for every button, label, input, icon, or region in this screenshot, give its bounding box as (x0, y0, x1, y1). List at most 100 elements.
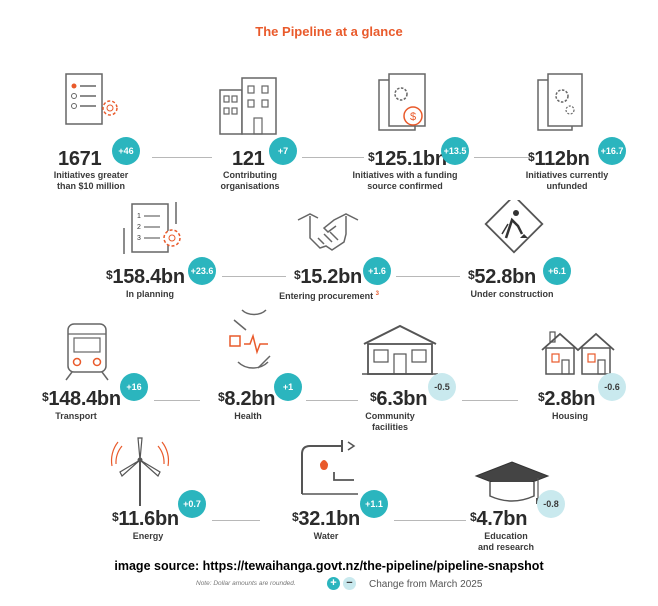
procurement-value: $15.2bn (294, 266, 362, 289)
train-icon (65, 323, 109, 381)
unfunded-label: Initiatives currently unfunded (525, 170, 609, 191)
transport-label: Transport (55, 411, 97, 421)
planning-change-badge: +23.6 (188, 257, 216, 285)
procurement-change-badge: +1.6 (363, 257, 391, 285)
education-label: Education and research (477, 531, 535, 552)
construction-sign-icon (484, 200, 544, 254)
currency-symbol: $ (368, 150, 375, 164)
construction-change-badge: +6.1 (543, 257, 571, 285)
rounding-note: Note: Dollar amounts are rounded. (196, 580, 296, 587)
page-title: The Pipeline at a glance (255, 24, 403, 39)
initiatives-change-badge: +46 (112, 137, 140, 165)
connector-line (154, 400, 200, 401)
education-amount: 4.7bn (476, 508, 528, 530)
legend-label: Change from March 2025 (369, 579, 483, 590)
currency-symbol: $ (528, 150, 535, 164)
footnote-marker: 3 (375, 291, 379, 297)
handshake-icon (297, 213, 359, 251)
housing-label: Housing (552, 411, 588, 421)
education-change-badge: -0.8 (537, 490, 565, 518)
svg-text:$: $ (410, 111, 416, 123)
currency-symbol: $ (218, 390, 225, 404)
svg-text:1: 1 (137, 213, 141, 220)
connector-line (212, 520, 260, 521)
health-change-badge: +1 (274, 373, 302, 401)
graduation-cap-icon (474, 461, 550, 504)
health-hands-icon (229, 309, 271, 369)
planning-value: $158.4bn (106, 266, 185, 289)
currency-symbol: $ (470, 510, 477, 524)
transport-amount: 148.4bn (48, 388, 121, 410)
building-icon (219, 77, 277, 135)
transport-value: $148.4bn (42, 388, 121, 411)
procurement-label-text: Entering procurement (279, 291, 374, 301)
health-amount: 8.2bn (224, 388, 276, 410)
connector-line (474, 157, 530, 158)
construction-label: Under construction (470, 289, 554, 299)
water-value: $32.1bn (292, 508, 360, 531)
currency-symbol: $ (42, 390, 49, 404)
checklist-gear-icon: 1 2 3 (123, 202, 181, 254)
currency-symbol: $ (294, 268, 301, 282)
education-value: $4.7bn (470, 508, 527, 531)
health-label: Health (234, 411, 262, 421)
procurement-label: Entering procurement 3 (264, 289, 394, 302)
construction-amount: 52.8bn (474, 266, 536, 288)
water-change-badge: +1.1 (360, 490, 388, 518)
wind-turbine-icon (110, 437, 170, 506)
currency-symbol: $ (112, 510, 119, 524)
legend-minus-icon: − (343, 577, 356, 590)
currency-symbol: $ (370, 390, 377, 404)
procurement-amount: 15.2bn (300, 266, 362, 288)
funded-value: $125.1bn (368, 148, 447, 171)
housing-amount: 2.8bn (544, 388, 596, 410)
community-label: Community facilities (365, 411, 415, 432)
housing-value: $2.8bn (538, 388, 595, 411)
image-source-caption: image source: https://tewaihanga.govt.nz… (114, 559, 544, 573)
energy-label: Energy (132, 531, 164, 541)
unfunded-value: $112bn (528, 148, 590, 171)
organisations-value: 121 (232, 148, 265, 170)
organisations-change-badge: +7 (269, 137, 297, 165)
water-amount: 32.1bn (298, 508, 360, 530)
document-gear-icon (65, 73, 118, 125)
svg-text:3: 3 (137, 235, 141, 242)
connector-line (306, 400, 358, 401)
energy-value: $11.6bn (112, 508, 179, 531)
connector-line (394, 520, 466, 521)
legend-plus-icon: + (327, 577, 340, 590)
connector-line (396, 276, 460, 277)
organisations-label: Contributing organisations (220, 170, 280, 191)
initiatives-value: 1671 (58, 148, 102, 170)
funded-change-badge: +13.5 (441, 137, 469, 165)
community-building-icon (362, 324, 438, 375)
tap-icon (301, 440, 358, 495)
documents-dollar-icon: $ (378, 73, 426, 131)
community-change-badge: -0.5 (428, 373, 456, 401)
water-label: Water (313, 531, 339, 541)
housing-change-badge: -0.6 (598, 373, 626, 401)
currency-symbol: $ (538, 390, 545, 404)
connector-line (302, 157, 364, 158)
planning-amount: 158.4bn (112, 266, 185, 288)
funded-amount: 125.1bn (374, 148, 447, 170)
construction-value: $52.8bn (468, 266, 536, 289)
energy-change-badge: +0.7 (178, 490, 206, 518)
unfunded-change-badge: +16.7 (598, 137, 626, 165)
connector-line (462, 400, 518, 401)
energy-amount: 11.6bn (118, 508, 179, 530)
connector-line (152, 157, 212, 158)
currency-symbol: $ (468, 268, 475, 282)
houses-icon (541, 331, 615, 375)
health-value: $8.2bn (218, 388, 275, 411)
documents-gear-icon (537, 73, 583, 131)
community-amount: 6.3bn (376, 388, 428, 410)
initiatives-label: Initiatives greater than $10 million (53, 170, 129, 191)
planning-label: In planning (126, 289, 174, 299)
currency-symbol: $ (106, 268, 113, 282)
currency-symbol: $ (292, 510, 299, 524)
svg-text:2: 2 (137, 224, 141, 231)
connector-line (222, 276, 286, 277)
funded-label: Initiatives with a funding source confir… (352, 170, 458, 191)
community-value: $6.3bn (370, 388, 427, 411)
